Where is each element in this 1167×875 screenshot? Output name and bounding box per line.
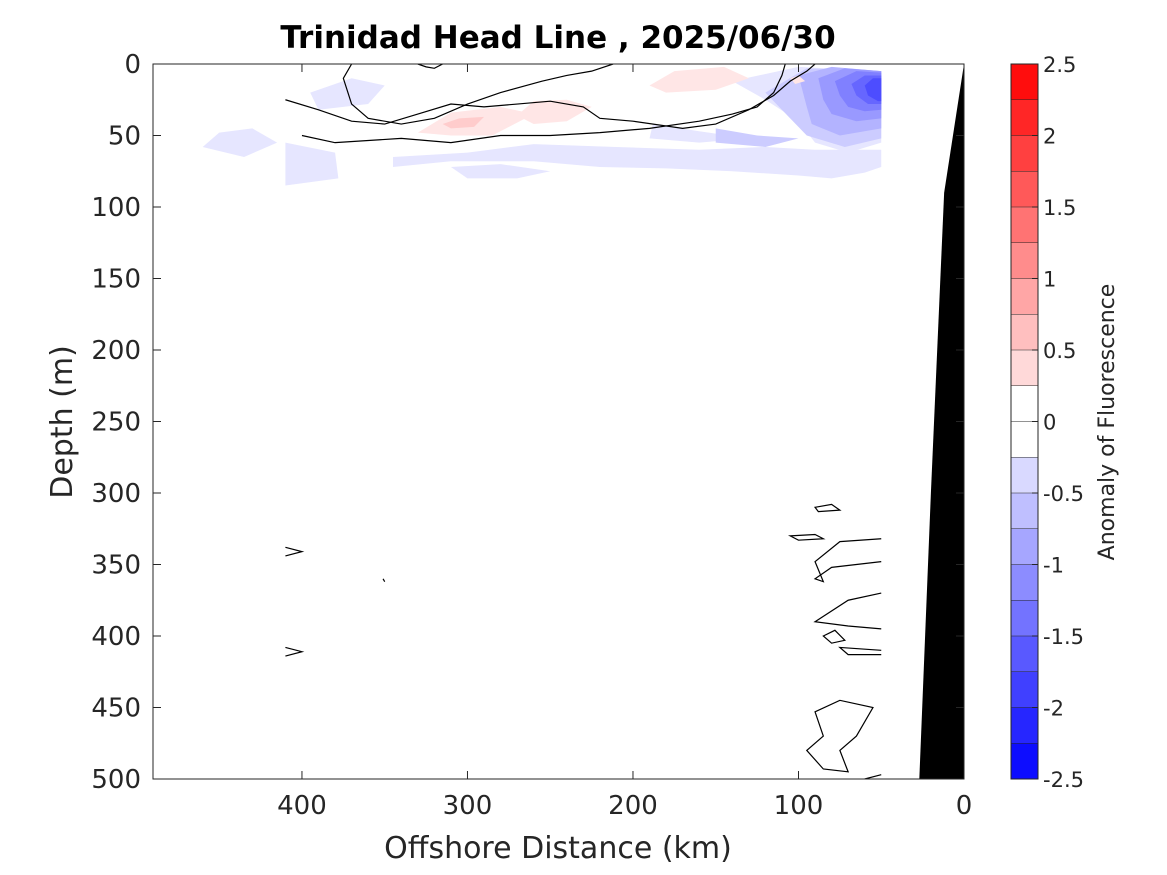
contour-line [822,629,847,644]
contour-line [301,64,786,144]
x-axis-label: Offshore Distance (km) [384,831,732,866]
contour-line [342,64,614,125]
colorbar-tick-label: 2 [1043,125,1056,149]
contour-line [805,699,874,773]
contour-line-layer [285,64,882,779]
anomaly-region [790,75,806,85]
contour-line [813,538,882,583]
colorbar-swatch [1011,528,1038,565]
y-tick-label: 450 [91,694,141,724]
colorbar-tick-label: -1 [1043,554,1064,578]
colorbar-swatch [1011,314,1038,351]
contour-line [813,503,842,513]
x-axis: 400 300 200 100 0 [277,64,972,821]
bathymetry-seafloor [919,64,964,779]
contour-line [285,646,305,657]
colorbar-swatch [1011,171,1038,208]
x-tick-label: 400 [277,791,327,821]
y-tick-label: 350 [91,551,141,581]
anomaly-fill-layer [202,66,882,186]
colorbar-swatch [1011,242,1038,279]
colorbar-swatch [1011,636,1038,673]
contour-line [417,64,443,69]
x-tick-label: 0 [956,791,973,821]
colorbar-tick-label: 0.5 [1043,339,1076,363]
colorbar-tick-label: -0.5 [1043,482,1084,506]
y-tick-label: 150 [91,265,141,295]
y-tick-label: 50 [108,122,141,152]
colorbar-tick-label: 2.5 [1043,53,1076,77]
contour-line [285,546,305,557]
colorbar-swatch [1011,493,1038,530]
contour-line [864,774,882,779]
colorbar-swatch [1011,457,1038,494]
contour-line [813,592,882,630]
contour-line [838,646,882,656]
colorbar-swatch [1011,707,1038,744]
colorbar-swatch [1011,671,1038,708]
anomaly-region [310,78,385,110]
y-tick-label: 0 [124,50,141,80]
y-tick-label: 200 [91,336,141,366]
colorbar-swatch [1011,600,1038,637]
colorbar-swatch [1011,207,1038,244]
colorbar-swatch [1011,564,1038,601]
anomaly-region [864,78,882,102]
y-axis: 0 50 100 150 200 250 300 350 400 450 500 [91,50,964,795]
x-tick-label: 100 [774,791,824,821]
colorbar-swatch [1011,421,1038,458]
colorbar-tick-label: -2.5 [1043,768,1084,792]
colorbar-swatch [1011,385,1038,422]
y-tick-label: 400 [91,622,141,652]
x-tick-label: 200 [608,791,658,821]
contour-line [285,64,816,129]
colorbar-swatch [1011,135,1038,172]
colorbar-swatch [1011,743,1038,780]
plot-area [153,64,964,779]
x-tick-label: 300 [443,791,493,821]
contour-line [382,578,386,582]
contour-line [787,533,826,541]
colorbar-label: Anomaly of Fluorescence [1095,284,1120,561]
colorbar-swatch [1011,278,1038,315]
chart-title: Trinidad Head Line , 2025/06/30 [280,20,835,56]
anomaly-region [442,116,485,129]
anomaly-region [392,144,882,179]
y-tick-label: 300 [91,479,141,509]
anomaly-region [649,66,749,93]
colorbar-tick-label: -2 [1043,697,1064,721]
colorbar-swatch [1011,350,1038,387]
colorbar-tick-label: 0 [1043,411,1056,435]
y-tick-label: 250 [91,408,141,438]
colorbar-tick-label: -1.5 [1043,625,1084,649]
colorbar-tick-label: 1 [1043,268,1056,292]
anomaly-region [285,142,339,186]
colorbar-swatch [1011,99,1038,136]
y-tick-label: 100 [91,193,141,223]
anomaly-region [517,99,592,125]
anomaly-region [715,128,799,147]
bathymetry-layer [919,64,964,779]
anomaly-region [202,128,278,157]
y-tick-label: 500 [91,765,141,795]
colorbar: 2.5 2 1.5 1 0.5 0 -0.5 -1 -1.5 -2 -2.5 [1010,53,1084,792]
y-axis-label: Depth (m) [45,345,80,499]
colorbar-swatch [1011,64,1038,101]
anomaly-region [450,164,551,179]
colorbar-tick-label: 1.5 [1043,196,1076,220]
